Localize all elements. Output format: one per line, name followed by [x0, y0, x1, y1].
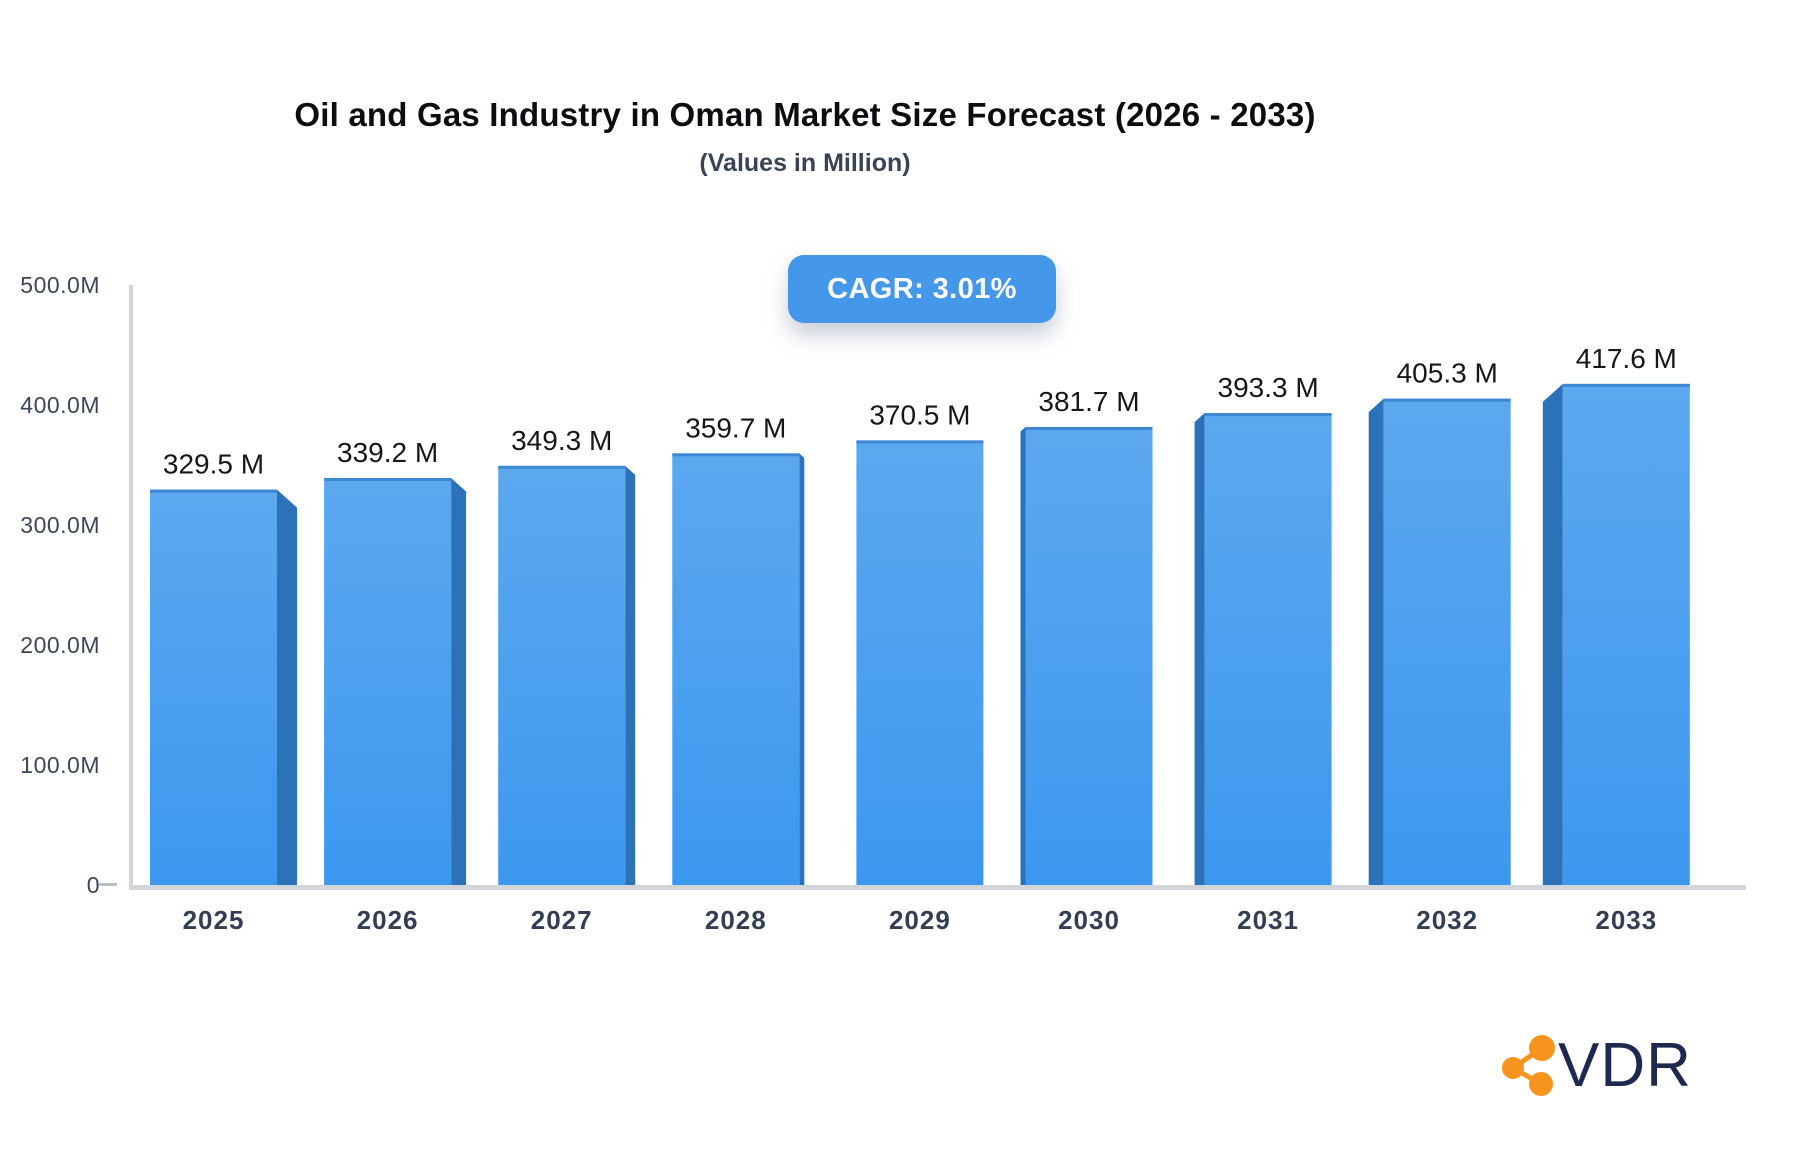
bar-value-label: 359.7 M: [685, 412, 786, 443]
zero-tick-mark: [99, 883, 117, 886]
bar-value-label: 405.3 M: [1397, 358, 1498, 389]
x-axis-label: 2032: [1416, 905, 1478, 935]
bar-top-edge: [324, 477, 452, 481]
x-axis-label: 2033: [1595, 905, 1657, 935]
brand-logo: VDR: [1496, 1030, 1692, 1102]
bar-front-face: [1204, 413, 1332, 885]
bar-group-2032: 405.3 M 2032: [1368, 358, 1511, 935]
bar-front-face: [498, 465, 626, 885]
x-axis-label: 2028: [705, 905, 767, 935]
x-axis-label: 2025: [183, 905, 245, 935]
x-axis-label: 2031: [1237, 905, 1299, 935]
bar-top-edge: [498, 465, 626, 469]
bar-front-face: [1025, 426, 1153, 885]
bar-group-2031: 393.3 M 2031: [1194, 372, 1332, 935]
bar-group-2030: 381.7 M 2030: [1020, 386, 1153, 935]
y-axis-label: 300.0M: [20, 512, 100, 538]
bar-side-face: [1368, 398, 1384, 885]
bar-top-edge: [856, 440, 984, 444]
bar-front-face: [150, 489, 277, 885]
bar-side-face: [799, 453, 805, 885]
y-axis-label: 0: [87, 872, 100, 898]
bar-side-face: [1194, 413, 1205, 885]
y-axis-label: 100.0M: [20, 752, 100, 778]
bar-top-edge: [672, 453, 800, 457]
bar-front-face: [672, 453, 800, 885]
bar-side-face: [451, 477, 467, 885]
bar-value-label: 381.7 M: [1038, 386, 1139, 417]
bar-side-face: [1020, 426, 1026, 885]
y-axis-label: 400.0M: [20, 392, 100, 418]
bar-value-label: 393.3 M: [1218, 372, 1319, 403]
bar-front-face: [1383, 398, 1511, 885]
bar-group-2029: 370.5 M 2029: [856, 399, 984, 935]
bar-group-2026: 339.2 M 2026: [324, 437, 467, 935]
share-network-icon: [1502, 1035, 1555, 1096]
bar-group-2027: 349.3 M 2027: [498, 425, 636, 935]
bar-value-label: 339.2 M: [337, 437, 438, 468]
x-axis-label: 2026: [357, 905, 419, 935]
y-axis-line: [129, 285, 133, 890]
y-axis-label: 200.0M: [20, 632, 100, 658]
bar-top-edge: [1562, 383, 1690, 387]
chart-title: Oil and Gas Industry in Oman Market Size…: [294, 96, 1316, 133]
cagr-badge: CAGR: 3.01%: [788, 255, 1056, 323]
bar-value-label: 417.6 M: [1576, 343, 1677, 374]
bar-front-face: [856, 440, 984, 885]
bar-group-2028: 359.7 M 2028: [672, 412, 805, 935]
bar-front-face: [1562, 383, 1690, 885]
cagr-badge-label: CAGR: 3.01%: [827, 272, 1017, 305]
bar-front-face: [324, 477, 452, 885]
x-axis-line: [129, 885, 1746, 890]
y-axis-label: 500.0M: [20, 272, 100, 298]
x-axis-label: 2030: [1058, 905, 1120, 935]
bar-top-edge: [1383, 398, 1511, 402]
bar-side-face: [625, 465, 636, 885]
chart-subtitle: (Values in Million): [699, 149, 911, 177]
x-axis-label: 2027: [531, 905, 593, 935]
bar-value-label: 349.3 M: [511, 425, 612, 456]
bar-side-face: [277, 489, 297, 885]
bar-value-label: 370.5 M: [869, 399, 970, 430]
bar-value-label: 329.5 M: [163, 449, 264, 480]
bar-group-2025: 329.5 M 2025: [150, 449, 297, 935]
x-axis-label: 2029: [889, 905, 951, 935]
bar-top-edge: [1204, 413, 1332, 417]
bar-group-2033: 417.6 M 2033: [1542, 343, 1690, 935]
bar-top-edge: [1025, 426, 1153, 430]
bar-side-face: [1542, 383, 1563, 885]
brand-logo-text: VDR: [1558, 1031, 1692, 1100]
bar-top-edge: [150, 489, 277, 493]
